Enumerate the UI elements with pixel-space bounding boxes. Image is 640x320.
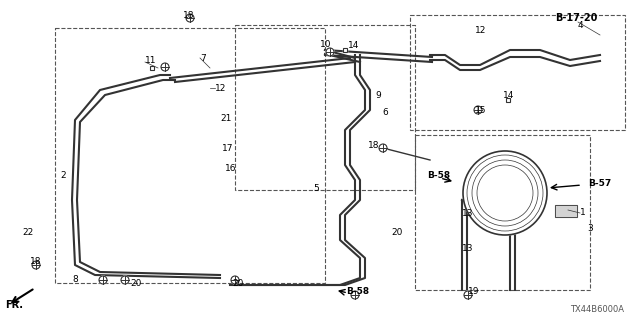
Text: 11: 11 [145, 55, 157, 65]
Circle shape [326, 48, 334, 56]
Text: 13: 13 [462, 244, 474, 252]
Text: 22: 22 [22, 228, 33, 236]
Text: 9: 9 [375, 91, 381, 100]
Bar [506, 98, 510, 102]
Circle shape [351, 291, 359, 299]
Text: 8: 8 [72, 276, 77, 284]
Circle shape [474, 106, 482, 114]
Text: 3: 3 [587, 223, 593, 233]
Text: 12: 12 [475, 26, 486, 35]
Text: 15: 15 [475, 106, 486, 115]
Text: 14: 14 [503, 91, 515, 100]
Text: 18: 18 [183, 11, 195, 20]
Text: 4: 4 [578, 20, 584, 29]
Bar [150, 66, 154, 70]
Text: TX44B6000A: TX44B6000A [570, 305, 624, 314]
Text: 5: 5 [313, 183, 319, 193]
Text: 10: 10 [320, 39, 332, 49]
Circle shape [32, 261, 40, 269]
Text: 1: 1 [580, 207, 586, 217]
Circle shape [231, 276, 239, 284]
Text: 20: 20 [232, 278, 243, 287]
Text: 13: 13 [462, 209, 474, 218]
Circle shape [186, 14, 194, 22]
Circle shape [161, 63, 169, 71]
Text: 19: 19 [468, 287, 479, 297]
Text: 7: 7 [200, 53, 205, 62]
Bar [343, 48, 347, 52]
Circle shape [463, 151, 547, 235]
Text: 14: 14 [348, 41, 360, 50]
Circle shape [121, 276, 129, 284]
Bar [506, 98, 510, 102]
Bar [343, 48, 347, 52]
Text: 18: 18 [30, 258, 42, 267]
Text: 20: 20 [130, 278, 141, 287]
Bar [150, 66, 154, 70]
Text: B-17-20: B-17-20 [556, 13, 598, 23]
Text: FR.: FR. [5, 300, 23, 310]
Circle shape [464, 291, 472, 299]
Text: 21: 21 [220, 114, 232, 123]
Bar [555, 205, 577, 217]
Text: B-58: B-58 [346, 287, 369, 297]
Text: 16: 16 [225, 164, 237, 172]
Text: 20: 20 [391, 228, 403, 236]
Circle shape [379, 144, 387, 152]
Text: B-57: B-57 [588, 179, 611, 188]
Text: 2: 2 [60, 171, 66, 180]
Text: B-58: B-58 [427, 171, 450, 180]
Text: 18: 18 [368, 140, 380, 149]
Bar [555, 205, 577, 217]
Circle shape [99, 276, 107, 284]
Text: 6: 6 [382, 108, 388, 116]
Text: 12: 12 [215, 84, 227, 92]
Text: 17: 17 [222, 143, 234, 153]
